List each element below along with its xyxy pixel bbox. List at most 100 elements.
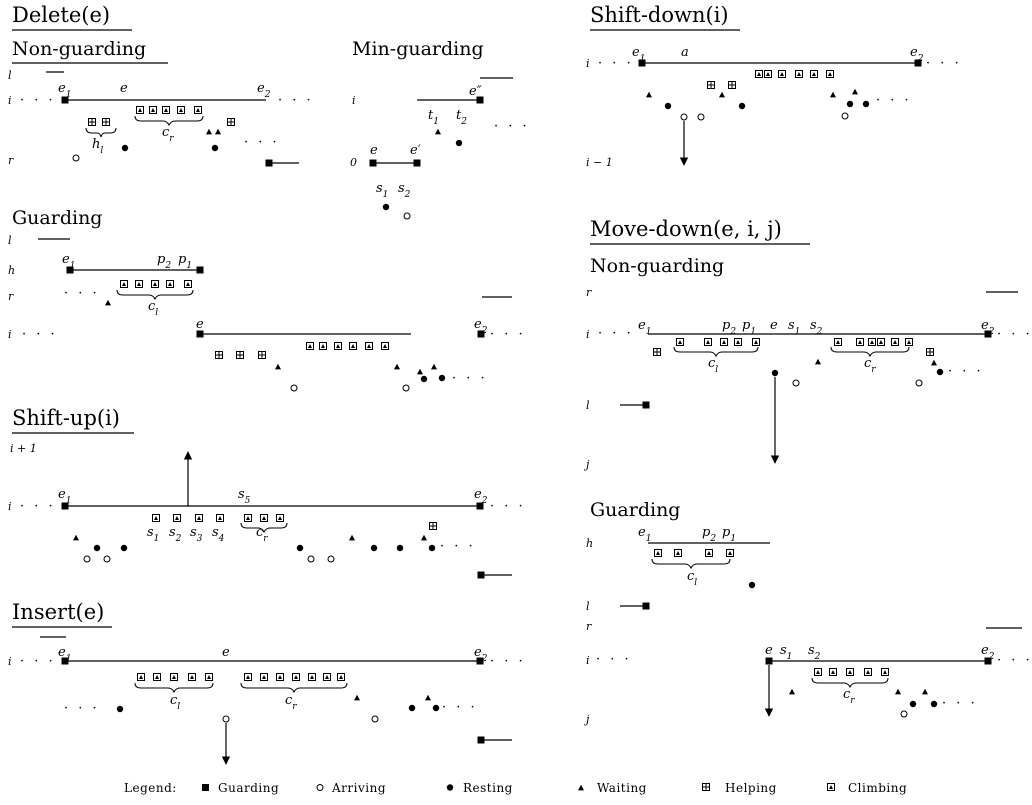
helping-icon xyxy=(926,348,934,356)
climbing-icon xyxy=(810,70,818,78)
climbing-icon xyxy=(734,338,742,346)
label-e1: e1 xyxy=(58,487,71,506)
level-label-l: l xyxy=(586,600,590,613)
resting-icon xyxy=(396,544,404,552)
brace-c-r xyxy=(830,346,910,358)
resting-icon xyxy=(428,544,436,552)
waiting-icon xyxy=(421,534,427,541)
resting-icon xyxy=(446,784,454,791)
climbing-icon xyxy=(834,338,842,346)
legend-title: Legend: xyxy=(124,781,177,795)
ellipsis: · · · xyxy=(596,652,632,667)
helping-icon xyxy=(707,81,715,89)
waiting-icon xyxy=(719,91,725,98)
climbing-icon xyxy=(868,338,876,346)
label-s2: s2 xyxy=(808,643,821,662)
ellipsis: · · · xyxy=(876,93,912,108)
ellipsis: · · · xyxy=(452,371,488,386)
arriving-icon xyxy=(290,384,298,392)
climbing-icon xyxy=(194,106,202,114)
guarding-icon xyxy=(638,59,646,67)
climbing-icon xyxy=(877,338,885,346)
climbing-icon xyxy=(173,514,181,522)
helping-icon xyxy=(215,351,223,359)
climbing-icon xyxy=(188,673,196,681)
climbing-icon xyxy=(149,106,157,114)
move-down-panel: Move-down(e, i, j) Non-guarding r i · · … xyxy=(583,217,1032,726)
waiting-icon xyxy=(789,688,795,695)
label-e-prime: e′ xyxy=(410,143,421,158)
level-label-i: i xyxy=(586,57,590,70)
ellipsis: · · · xyxy=(244,135,280,150)
climbing-icon xyxy=(829,668,837,676)
guarding-icon xyxy=(642,401,650,409)
resting-icon xyxy=(936,368,944,376)
label-e1: e1 xyxy=(638,318,651,337)
climbing-icon xyxy=(881,668,889,676)
label-c-r: cr xyxy=(256,525,268,544)
ellipsis: · · · xyxy=(20,93,56,108)
shift-up-panel: Shift-up(i) i + 1 i · · · e1 s5 e2 · · ·… xyxy=(8,406,526,579)
resting-icon xyxy=(930,700,938,708)
climbing-icon xyxy=(136,106,144,114)
arriving-icon xyxy=(680,113,688,121)
label-e2: e2 xyxy=(474,487,488,506)
label-e: e xyxy=(196,317,204,332)
level-label-i-plus-1: i + 1 xyxy=(10,442,37,455)
label-p1: p1 xyxy=(722,525,736,544)
ellipsis: · · · xyxy=(64,701,100,716)
climbing-icon xyxy=(292,673,300,681)
arriving-icon xyxy=(83,555,91,563)
ellipsis: · · · xyxy=(20,654,56,669)
level-label-i: i xyxy=(8,328,12,341)
label-e2: e2 xyxy=(981,643,995,662)
legend-label-helping: Helping xyxy=(725,781,777,795)
delete-guarding-title: Guarding xyxy=(12,207,102,229)
arriving-icon xyxy=(697,113,705,121)
guarding-icon xyxy=(984,657,992,665)
resting-icon xyxy=(909,700,917,708)
move-down-title: Move-down(e, i, j) xyxy=(590,217,782,241)
waiting-icon xyxy=(206,128,212,135)
resting-icon xyxy=(748,581,756,589)
guarding-icon xyxy=(196,266,204,274)
level-label-l: l xyxy=(8,69,12,82)
ellipsis: · · · xyxy=(997,327,1032,342)
climbing-icon xyxy=(216,514,224,522)
brace-c-l xyxy=(673,346,759,358)
helping-icon xyxy=(258,351,266,359)
resting-icon xyxy=(296,544,304,552)
label-e: e xyxy=(222,645,230,660)
guarding-icon xyxy=(476,502,484,510)
legend-label-climbing: Climbing xyxy=(848,781,907,795)
climbing-icon xyxy=(827,783,835,791)
waiting-icon xyxy=(275,363,281,370)
label-p1: p1 xyxy=(742,318,756,337)
ellipsis: · · · xyxy=(442,700,478,715)
resting-icon xyxy=(438,374,446,382)
label-e1: e1 xyxy=(638,525,651,544)
brace-c-r xyxy=(240,522,288,534)
label-e: e xyxy=(370,143,378,158)
legend-label-waiting: Waiting xyxy=(597,781,647,795)
waiting-icon xyxy=(431,363,437,370)
waiting-icon xyxy=(922,688,928,695)
level-label-i: i xyxy=(8,500,12,513)
climbing-icon xyxy=(151,280,159,288)
label-s1: s1 xyxy=(780,643,792,662)
resting-icon xyxy=(370,544,378,552)
shift-up-title: Shift-up(i) xyxy=(12,406,120,430)
climbing-icon xyxy=(864,668,872,676)
resting-icon xyxy=(408,704,416,712)
ellipsis: · · · xyxy=(490,499,526,514)
label-c-l: cl xyxy=(687,569,697,588)
level-label-h: h xyxy=(8,264,15,277)
level-label-i: i xyxy=(8,94,12,107)
brace-c-r xyxy=(811,677,889,689)
shift-down-title: Shift-down(i) xyxy=(590,3,729,27)
arriving-icon xyxy=(307,555,315,563)
guarding-icon xyxy=(196,330,204,338)
arriving-icon xyxy=(103,555,111,563)
waiting-icon xyxy=(354,694,360,701)
